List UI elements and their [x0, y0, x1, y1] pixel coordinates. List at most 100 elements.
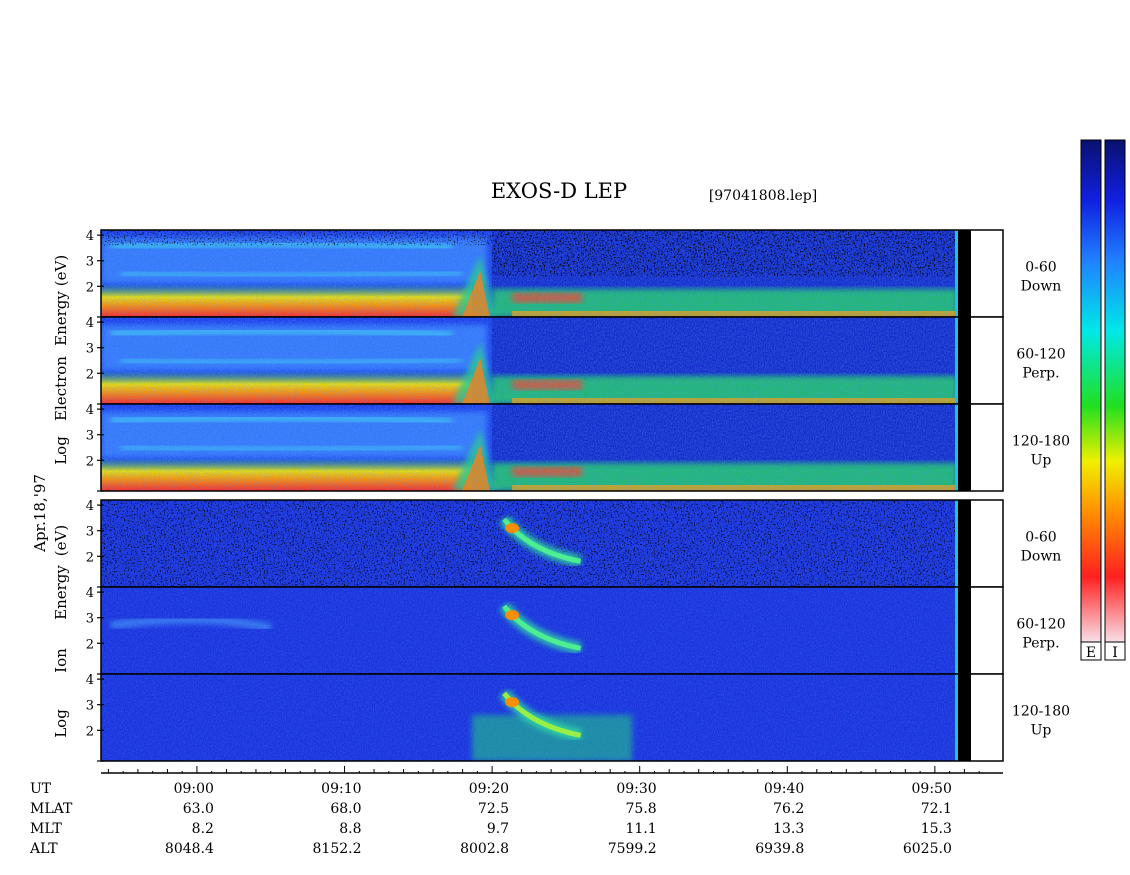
y-axis-label: (eV) — [52, 255, 70, 286]
file-name: [97041808.lep] — [709, 188, 817, 204]
orbit-value-alt: 6939.8 — [755, 841, 804, 857]
pitch-angle-label: 60-120 — [1016, 347, 1065, 363]
data-gap — [957, 674, 971, 761]
spectrogram-noise — [101, 230, 493, 246]
colorbar-label: E — [1086, 645, 1096, 661]
orbit-value-alt: 7599.2 — [608, 841, 657, 857]
direction-label: Up — [1031, 723, 1052, 739]
direction-label: Down — [1021, 549, 1062, 565]
data-gap — [971, 587, 1003, 674]
spectrogram-panel: 4 3 2 — [86, 403, 1004, 492]
data-gap — [957, 230, 971, 317]
ion-haze — [110, 615, 272, 632]
orbit-row-label: UT — [30, 781, 52, 797]
orbit-value-alt: 8152.2 — [313, 841, 362, 857]
orbit-value-ut: 09:30 — [616, 781, 656, 797]
data-gap — [971, 674, 1003, 761]
y-axis-label: Ion — [52, 648, 70, 673]
data-gap — [957, 587, 971, 674]
spectrogram-panel: 4 3 2 — [86, 229, 1004, 318]
orbit-value-mlat: 68.0 — [330, 801, 361, 817]
data-gap — [971, 404, 1003, 491]
panel-frame — [100, 403, 1004, 492]
spectrogram-texture — [101, 404, 1003, 491]
spectrogram-panel: 4 3 2 — [86, 499, 1004, 588]
colorbar-label-box — [1080, 641, 1102, 661]
data-gap — [955, 500, 958, 587]
y-tick-label: 3 — [86, 525, 94, 540]
orbit-value-mlt: 9.7 — [487, 821, 509, 837]
data-gap — [957, 404, 971, 491]
data-gap — [955, 587, 958, 674]
orbit-value-alt: 8002.8 — [460, 841, 509, 857]
orbit-value-mlat: 63.0 — [183, 801, 214, 817]
data-gap — [971, 500, 1003, 587]
y-tick-label: 2 — [86, 454, 94, 469]
y-tick-label: 4 — [86, 229, 94, 244]
data-gap — [955, 230, 958, 317]
y-axis-label: Log — [52, 709, 70, 738]
orbit-value-ut: 09:50 — [912, 781, 952, 797]
spectrogram-texture — [101, 587, 1003, 674]
orbit-value-mlat: 76.2 — [773, 801, 804, 817]
y-tick-label: 3 — [86, 699, 94, 714]
colorbar — [1104, 139, 1126, 643]
data-gap — [955, 674, 958, 761]
spectrogram-noise — [492, 230, 957, 277]
data-gap — [955, 317, 958, 404]
y-tick-label: 4 — [86, 586, 94, 601]
date-label: Apr.18,'97 — [31, 474, 49, 553]
orbit-value-ut: 09:40 — [764, 781, 804, 797]
y-tick-label: 3 — [86, 342, 94, 357]
orbit-value-mlat: 75.8 — [626, 801, 657, 817]
y-tick-label: 3 — [86, 255, 94, 270]
colorbar — [1080, 139, 1102, 643]
colorbar-label: I — [1112, 645, 1118, 661]
orbit-value-ut: 09:10 — [321, 781, 361, 797]
y-axis-label: Energy — [52, 291, 70, 346]
data-gap — [971, 230, 1003, 317]
orbit-value-alt: 6025.0 — [903, 841, 952, 857]
y-tick-label: 2 — [86, 550, 94, 565]
y-axis-label: Energy — [52, 565, 70, 620]
spectrogram-panel: 4 3 2 — [86, 673, 1004, 762]
y-axis-label: Electron — [52, 356, 70, 421]
ion-dispersion-peak — [505, 610, 520, 621]
y-tick-label: 2 — [86, 637, 94, 652]
spectrogram-texture — [101, 317, 1003, 404]
data-gap — [971, 317, 1003, 404]
panel-frame — [100, 673, 1004, 762]
orbit-value-mlt: 13.3 — [773, 821, 804, 837]
direction-label: Perp. — [1022, 366, 1059, 382]
colorbar-label-box — [1104, 641, 1126, 661]
y-tick-label: 3 — [86, 612, 94, 627]
orbit-value-ut: 09:20 — [469, 781, 509, 797]
orbit-value-ut: 09:00 — [174, 781, 214, 797]
data-gap — [957, 500, 971, 587]
data-gap — [955, 404, 958, 491]
pitch-angle-label: 120-180 — [1012, 704, 1070, 720]
direction-label: Down — [1021, 279, 1062, 295]
y-tick-label: 2 — [86, 280, 94, 295]
orbit-row-label: MLT — [30, 821, 62, 837]
orbit-value-mlt: 8.8 — [339, 821, 361, 837]
orbit-value-mlt: 11.1 — [626, 821, 657, 837]
y-axis-label: Log — [52, 436, 70, 465]
orbit-value-alt: 8048.4 — [165, 841, 214, 857]
pitch-angle-label: 0-60 — [1025, 260, 1056, 276]
ion-dispersion-peak — [505, 523, 520, 534]
chart-title: EXOS-D LEP — [491, 179, 627, 203]
y-tick-label: 4 — [86, 499, 94, 514]
pitch-angle-label: 0-60 — [1025, 530, 1056, 546]
y-axis-label: (eV) — [52, 525, 70, 556]
y-tick-label: 4 — [86, 673, 94, 688]
direction-label: Up — [1031, 453, 1052, 469]
y-tick-label: 3 — [86, 429, 94, 444]
orbit-row-label: MLAT — [30, 801, 73, 817]
data-gap — [957, 317, 971, 404]
y-tick-label: 4 — [86, 316, 94, 331]
pitch-angle-label: 60-120 — [1016, 617, 1065, 633]
direction-label: Perp. — [1022, 636, 1059, 652]
orbit-value-mlt: 8.2 — [192, 821, 214, 837]
